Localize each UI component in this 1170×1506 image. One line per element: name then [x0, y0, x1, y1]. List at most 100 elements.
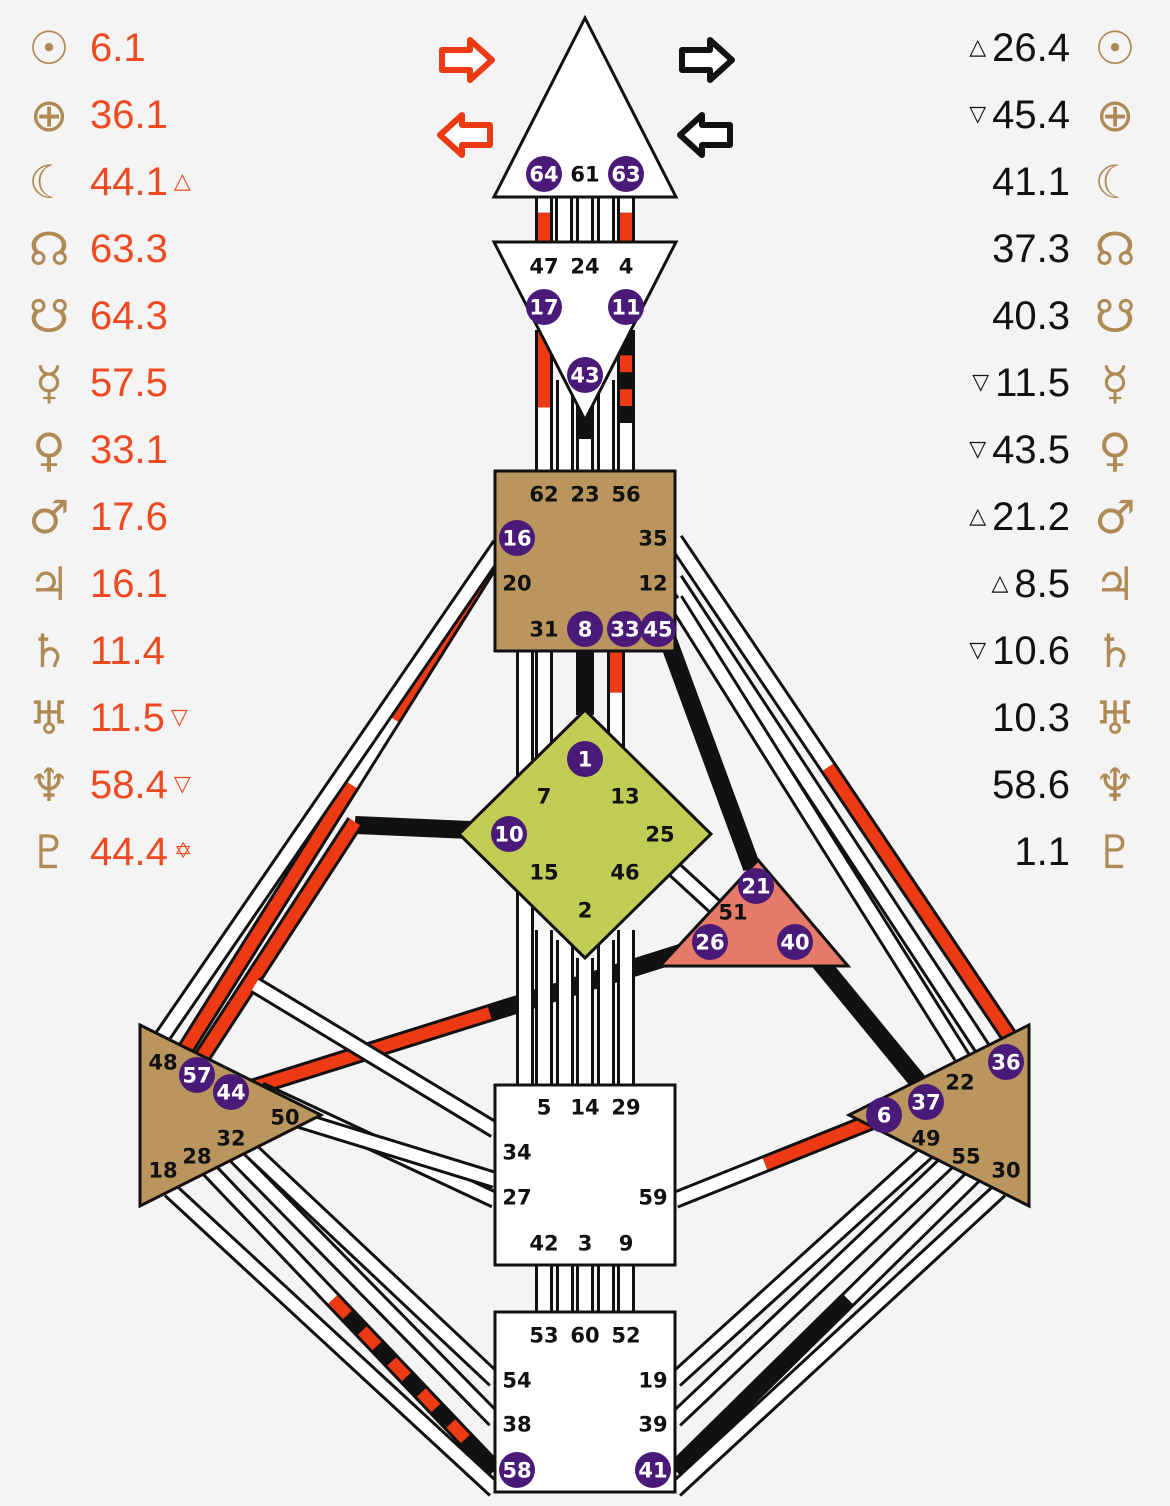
gate-42: 42 [529, 1232, 558, 1256]
gate-6: 6 [866, 1097, 902, 1133]
gate-number: 1 [578, 748, 593, 772]
gate-35: 35 [638, 527, 667, 551]
channel [668, 1133, 947, 1387]
gate-active-dot [526, 156, 562, 192]
gate-active-dot [608, 289, 644, 325]
channel-segment [354, 819, 471, 836]
gate-number: 52 [611, 1324, 640, 1348]
earth-icon: ⊕ [1095, 87, 1135, 142]
mercury-icon: ☿ [34, 355, 64, 410]
gate-number: 5 [537, 1096, 552, 1120]
channel-segment [823, 763, 1020, 1049]
planet-row-north-node: 37.3 ☊ [890, 215, 1150, 282]
planet-row-saturn: ♄ 11.4 [14, 617, 274, 684]
gate-line-value: 58.4 [90, 762, 168, 807]
gate-number: 55 [951, 1145, 980, 1169]
channel-segment [805, 946, 930, 1094]
gate-30: 30 [991, 1159, 1020, 1183]
gate-line-value: 16.1 [90, 561, 168, 606]
gate-number: 56 [611, 483, 640, 507]
planet-row-neptune: 58.6 ♆ [890, 751, 1150, 818]
planet-row-north-node: ☊ 63.3 [14, 215, 274, 282]
planet-row-sun: △ 26.4 ☉ [890, 14, 1150, 81]
gate-line-value: 44.1 [90, 159, 168, 204]
gate-number: 28 [182, 1145, 211, 1169]
venus-icon: ♀ [1098, 422, 1132, 477]
planet-row-neptune: ♆ 58.4 ▽ [14, 751, 274, 818]
gate-56: 56 [611, 483, 640, 507]
gate-line-value: 44.4 [90, 829, 168, 874]
channel-segment [670, 1145, 965, 1425]
gate-4: 4 [619, 255, 634, 279]
gate-51: 51 [718, 901, 747, 925]
gate-19: 19 [638, 1369, 667, 1393]
channel-segment [346, 715, 399, 788]
planet-row-uranus: 10.3 ♅ [890, 684, 1150, 751]
fixing-mark: ▽ [969, 637, 987, 663]
gate-number: 48 [148, 1051, 177, 1075]
gate-line-value: 64.3 [90, 293, 168, 338]
gate-line-value: 21.2 [992, 494, 1070, 539]
gate-number: 18 [148, 1159, 177, 1183]
planet-row-saturn: ▽ 10.6 ♄ [890, 617, 1150, 684]
planet-row-jupiter: ♃ 16.1 [14, 550, 274, 617]
fixing-mark: △ [173, 168, 191, 194]
gate-number: 22 [945, 1071, 974, 1095]
gate-number: 4 [619, 255, 634, 279]
gate-active-dot [499, 520, 535, 556]
gate-36: 36 [988, 1044, 1024, 1080]
gate-5: 5 [537, 1096, 552, 1120]
gate-14: 14 [570, 1096, 599, 1120]
gate-number: 11 [611, 296, 640, 320]
gate-number: 14 [570, 1096, 599, 1120]
gate-active-dot [608, 156, 644, 192]
gate-active-dot [908, 1084, 944, 1120]
channel-segment [328, 1295, 352, 1320]
gate-number: 26 [695, 931, 724, 955]
gate-line-value: 11.5 [995, 360, 1070, 405]
gate-active-dot [777, 924, 813, 960]
gate-2: 2 [578, 899, 593, 923]
gate-line-value: 37.3 [992, 226, 1070, 271]
planet-row-mars: △ 21.2 ♂ [890, 483, 1150, 550]
north-node-icon: ☊ [28, 221, 70, 276]
channel [668, 1153, 997, 1477]
gate-active-dot [640, 611, 676, 647]
channel-segment [402, 1372, 426, 1397]
channel-segment [343, 1310, 367, 1335]
personality-arrows [677, 37, 735, 158]
mars-icon: ♂ [1094, 489, 1136, 544]
channel [354, 816, 471, 839]
ajna-center [491, 240, 679, 424]
channel-segment [416, 1388, 441, 1413]
channel-segment [357, 1326, 382, 1351]
gate-number: 59 [638, 1186, 667, 1210]
gate-line-value: 1.1 [1014, 829, 1070, 874]
gate-active-dot [179, 1057, 215, 1093]
planet-row-moon: 41.1 ☾ [890, 148, 1150, 215]
channel [668, 1143, 967, 1427]
gate-active-dot [499, 1452, 535, 1488]
gate-number: 46 [610, 861, 639, 885]
gate-12: 12 [638, 572, 667, 596]
gate-number: 29 [611, 1096, 640, 1120]
pluto-icon: ♇ [1094, 824, 1136, 879]
planet-row-venus: ♀ 33.1 [14, 416, 274, 483]
gate-50: 50 [270, 1106, 299, 1130]
gate-43: 43 [567, 357, 603, 393]
channel [223, 1143, 502, 1427]
sacral-center [493, 1083, 677, 1267]
gate-54: 54 [502, 1369, 531, 1393]
venus-icon: ♀ [32, 422, 66, 477]
south-node-icon: ☋ [1094, 288, 1136, 343]
gate-53: 53 [529, 1324, 558, 1348]
mars-icon: ♂ [28, 489, 70, 544]
gate-8: 8 [567, 611, 603, 647]
gate-number: 7 [537, 785, 552, 809]
gate-number: 8 [578, 618, 593, 642]
gate-line-value: 63.3 [90, 226, 168, 271]
gate-active-dot [866, 1097, 902, 1133]
gate-44: 44 [213, 1074, 249, 1110]
gate-active-dot [567, 741, 603, 777]
gate-63: 63 [608, 156, 644, 192]
